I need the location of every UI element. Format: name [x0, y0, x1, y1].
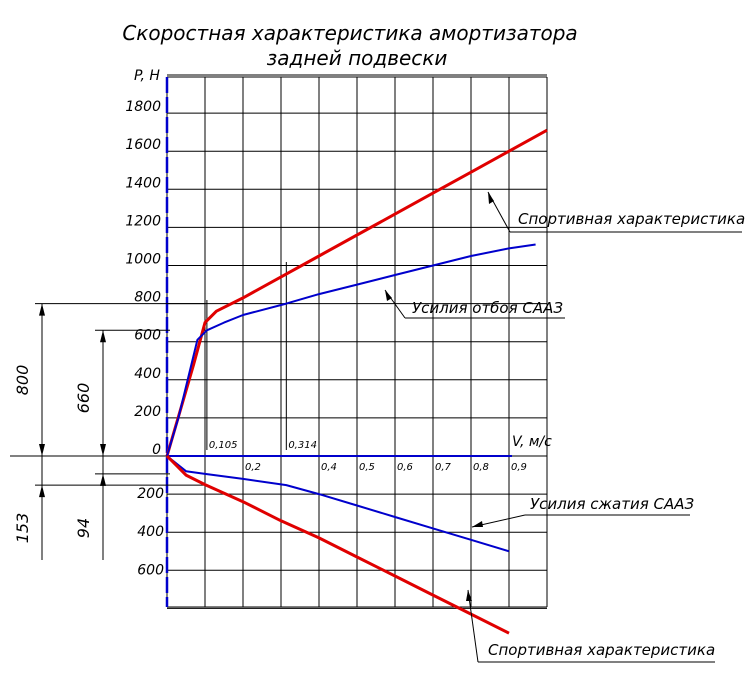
- annotations: Спортивная характеристика Усилия отбоя СА…: [384, 191, 745, 663]
- arrow: [100, 444, 106, 456]
- leader-arrow: [488, 192, 494, 204]
- dimension-label: 800: [13, 365, 32, 396]
- y-tick-label: 400: [134, 366, 161, 382]
- leader-line: [467, 589, 479, 663]
- dimension-label: 94: [74, 518, 93, 538]
- arrow: [39, 485, 45, 498]
- grid: [165, 74, 548, 609]
- x-tick-label: 0,4: [321, 462, 337, 473]
- y-tick-label: 1200: [125, 213, 161, 229]
- series-line-0: [165, 128, 548, 457]
- series-line-3: [165, 454, 510, 635]
- annotation-szhatie: Усилия сжатия СААЗ: [530, 495, 694, 513]
- x-axis-label: V, м/с: [512, 434, 552, 450]
- y-tick-label: 0: [152, 442, 161, 458]
- chart-subtitle: задней подвески: [267, 46, 448, 70]
- x-tick-label: 0,6: [397, 462, 413, 473]
- arrow: [39, 303, 45, 316]
- x-tick-label: 0,105: [209, 440, 238, 451]
- arrow: [39, 444, 45, 456]
- chart-title: Скоростная характеристика амортизатора: [122, 21, 577, 45]
- annotation-sport-top: Спортивная характеристика: [518, 210, 745, 228]
- x-tick-label: 0,8: [473, 462, 489, 473]
- x-tick-label: 0,7: [435, 462, 452, 473]
- leader-arrow: [472, 521, 483, 527]
- y-tick-label: 1800: [125, 99, 161, 115]
- x-tick-label: 0,2: [245, 462, 261, 473]
- annotation-sport-bottom: Спортивная характеристика: [488, 641, 715, 659]
- series-line-1: [166, 243, 536, 457]
- leader-arrow: [385, 290, 392, 301]
- y-tick-label: 1600: [125, 137, 161, 153]
- y-tick-labels: 1800 1600 1400 1200 1000 800 600 400 200 0 200 400 6…: [125, 99, 164, 578]
- y-tick-label: 800: [134, 290, 161, 306]
- dimension-label: 660: [74, 383, 93, 414]
- series-line-2: [166, 455, 510, 553]
- series-lines: [165, 128, 548, 635]
- y-tick-label: 600: [134, 328, 161, 344]
- x-tick-label: 0,9: [511, 462, 527, 473]
- x-tick-labels: 0,105 0,2 0,314 0,4 0,5 0,6 0,7 0,8 0,9: [206, 262, 527, 473]
- y-axis-label: P, Н: [134, 68, 160, 84]
- y-tick-label: 400: [137, 524, 164, 540]
- x-tick-label: 0,314: [288, 440, 317, 451]
- y-tick-label: 200: [137, 486, 164, 502]
- dimension-lines: 800 660 153 94: [10, 303, 205, 560]
- y-tick-label: 1400: [125, 175, 161, 191]
- y-tick-label: 1000: [125, 252, 161, 268]
- arrow: [100, 330, 106, 343]
- annotation-otboy: Усилия отбоя СААЗ: [412, 299, 563, 317]
- leader-arrow: [466, 590, 472, 601]
- arrow: [100, 473, 106, 486]
- y-tick-label: 600: [137, 562, 164, 578]
- y-tick-label: 200: [134, 404, 161, 420]
- x-tick-label: 0,5: [359, 462, 375, 473]
- dimension-label: 153: [13, 513, 32, 544]
